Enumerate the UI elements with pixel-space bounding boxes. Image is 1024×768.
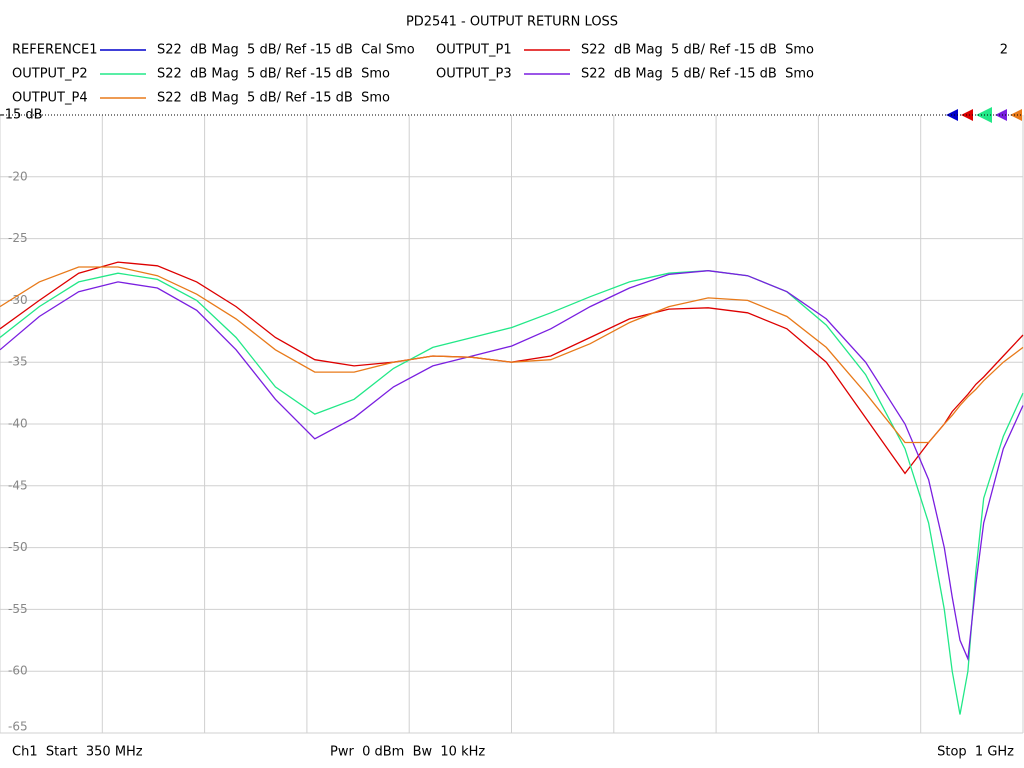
y-tick-label: -60 xyxy=(8,664,28,678)
start-label: Ch1 Start 350 MHz xyxy=(12,745,143,760)
trace-line xyxy=(0,261,1024,475)
legend-format: S22 dB Mag 5 dB/ Ref -15 dB Smo xyxy=(581,67,814,82)
trace-line xyxy=(0,266,1024,444)
y-tick-label: -15 dB xyxy=(0,108,43,123)
legend-format: S22 dB Mag 5 dB/ Ref -15 dB Cal Smo xyxy=(157,43,415,58)
legend-name: REFERENCE1 xyxy=(12,43,97,58)
y-tick-label: -20 xyxy=(8,169,28,183)
y-tick-label: -55 xyxy=(8,602,28,616)
window-label: 2 xyxy=(1000,43,1008,58)
stop-label: Stop 1 GHz xyxy=(937,745,1014,760)
y-tick-label: -40 xyxy=(8,417,28,431)
legend-name: OUTPUT_P1 xyxy=(436,43,512,58)
trace-line xyxy=(0,270,1024,662)
y-tick-label: -35 xyxy=(8,355,28,369)
y-tick-label: -25 xyxy=(8,231,28,245)
legend-name: OUTPUT_P2 xyxy=(12,67,88,82)
center-label: Pwr 0 dBm Bw 10 kHz xyxy=(330,745,485,760)
legend-format: S22 dB Mag 5 dB/ Ref -15 dB Smo xyxy=(157,91,390,106)
trace-line xyxy=(0,270,1024,715)
y-tick-label: -50 xyxy=(8,540,28,554)
chart-title: PD2541 - OUTPUT RETURN LOSS xyxy=(406,15,618,30)
y-tick-label: -65 xyxy=(8,720,28,734)
legend-name: OUTPUT_P3 xyxy=(436,67,512,82)
traces xyxy=(0,261,1024,715)
y-tick-label: -45 xyxy=(8,478,28,492)
legend-format: S22 dB Mag 5 dB/ Ref -15 dB Smo xyxy=(157,67,390,82)
y-tick-label: -30 xyxy=(8,293,28,307)
legend-format: S22 dB Mag 5 dB/ Ref -15 dB Smo xyxy=(581,43,814,58)
legend-name: OUTPUT_P4 xyxy=(12,91,88,106)
